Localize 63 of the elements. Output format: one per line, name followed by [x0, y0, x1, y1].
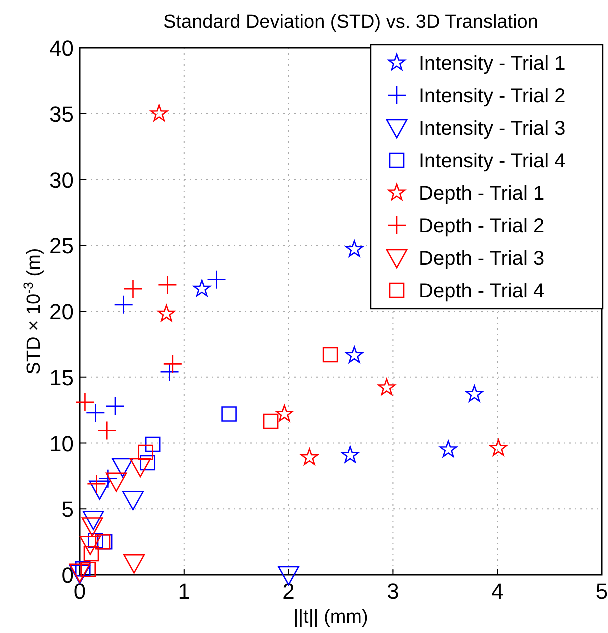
point	[124, 279, 143, 299]
legend-label: Depth - Trial 1	[419, 183, 545, 205]
point	[193, 280, 211, 297]
point	[97, 421, 117, 440]
y-tick-label: 35	[50, 102, 74, 127]
point	[158, 276, 178, 295]
legend-label: Depth - Trial 4	[419, 280, 545, 302]
x-tick-label: 5	[596, 579, 608, 604]
point	[89, 480, 110, 500]
x-tick-label: 3	[387, 579, 400, 604]
point	[124, 554, 145, 574]
point	[150, 104, 168, 122]
point	[490, 439, 508, 456]
x-tick-label: 2	[282, 579, 295, 604]
point	[378, 378, 396, 396]
point	[158, 304, 176, 322]
point	[130, 458, 152, 478]
point	[263, 414, 279, 430]
y-tick-label: 0	[62, 563, 74, 588]
point	[112, 458, 134, 478]
point	[342, 446, 360, 464]
x-tick-label: 1	[178, 579, 191, 604]
legend-label: Intensity - Trial 1	[419, 53, 566, 75]
y-tick-label: 40	[50, 36, 74, 61]
legend-label: Intensity - Trial 3	[419, 118, 566, 140]
point	[86, 403, 106, 423]
legend-label: Intensity - Trial 2	[419, 86, 566, 108]
x-tick-label: 4	[491, 579, 504, 604]
point	[145, 436, 161, 452]
point	[346, 346, 364, 364]
point	[138, 444, 154, 460]
point	[322, 347, 338, 363]
y-tick-label: 25	[50, 234, 74, 259]
y-tick-label: 5	[62, 497, 74, 522]
chart-title: Standard Deviation (STD) vs. 3D Translation	[164, 12, 538, 33]
point	[222, 406, 237, 422]
y-tick-label: 15	[50, 365, 74, 390]
point	[122, 491, 144, 511]
point	[80, 536, 102, 556]
point	[466, 385, 484, 402]
y-tick-label: 30	[50, 168, 74, 193]
x-axis-title: ||t|| (mm)	[294, 607, 368, 628]
point	[440, 440, 458, 458]
point	[80, 562, 96, 578]
point	[106, 396, 126, 416]
point	[276, 405, 294, 422]
legend-label: Depth - Trial 3	[419, 248, 545, 270]
legend-label: Intensity - Trial 4	[419, 150, 566, 172]
y-tick-label: 20	[50, 300, 74, 324]
point	[163, 354, 183, 374]
point	[207, 270, 226, 290]
point	[160, 362, 180, 382]
point	[76, 392, 95, 412]
point	[98, 469, 118, 488]
point	[346, 240, 364, 258]
point	[300, 448, 318, 466]
y-tick-label: 10	[50, 431, 74, 456]
point	[87, 474, 106, 494]
point	[114, 295, 134, 315]
point	[82, 518, 104, 537]
legend-label: Depth - Trial 2	[419, 216, 545, 238]
point	[82, 511, 104, 530]
point	[106, 472, 128, 492]
